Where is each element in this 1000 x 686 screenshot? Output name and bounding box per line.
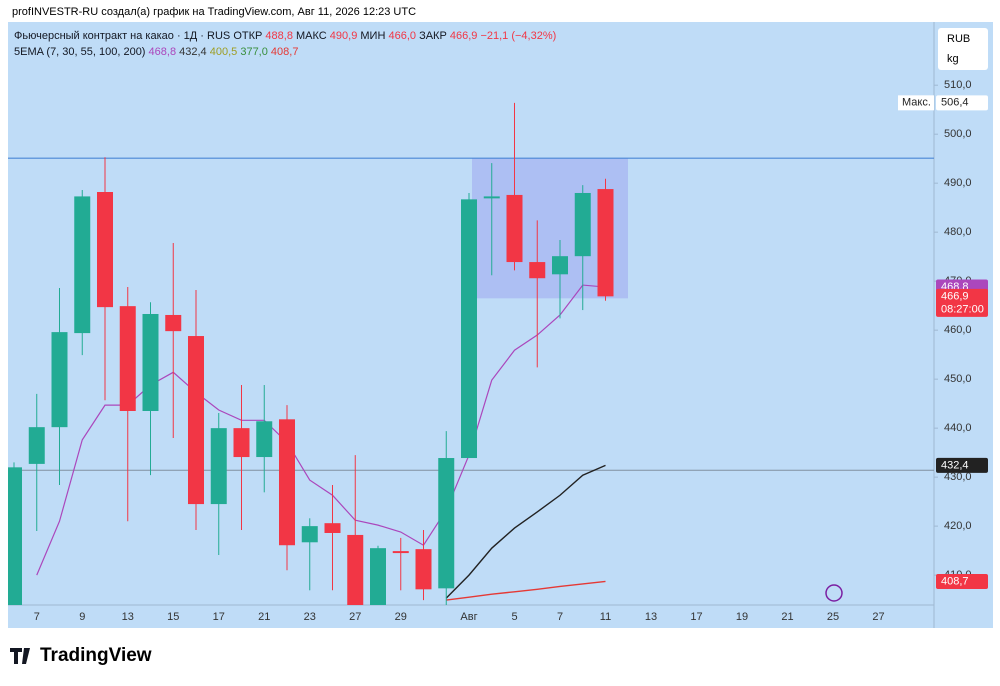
y-tick-label: 510,0: [944, 79, 972, 91]
legend-item: 432,4: [179, 46, 207, 58]
price-tag-label: 466,9: [941, 290, 969, 302]
x-tick-label: 13: [122, 611, 134, 623]
unit: kg: [947, 53, 959, 65]
candle-body: [552, 256, 568, 275]
legend-line: Фьючерсный контракт на какао · 1Д · RUS …: [14, 30, 556, 42]
currency: RUB: [947, 33, 970, 45]
price-tag-label: 408,7: [941, 575, 969, 587]
x-tick-label: 27: [349, 611, 361, 623]
candle-body: [142, 313, 159, 411]
x-tick-label: 15: [167, 611, 179, 623]
price-tag-label: 506,4: [941, 97, 969, 109]
price-tag: [936, 457, 988, 473]
x-tick-label: 7: [34, 611, 40, 623]
brand: TradingView: [40, 645, 152, 666]
candle-body: [529, 262, 546, 279]
x-tick-label: 7: [557, 611, 563, 623]
candle-body: [506, 194, 523, 263]
candle-body: [74, 196, 91, 334]
legend-item: 466,9: [450, 30, 478, 42]
candle-body: [483, 196, 500, 199]
candle-body: [28, 427, 45, 464]
candle-body: [279, 419, 295, 546]
candle-body: [301, 526, 318, 543]
logo: [10, 648, 30, 664]
legend-item: ОТКР: [233, 30, 262, 42]
candle-body: [574, 192, 591, 257]
candle-body: [233, 428, 250, 458]
candle-body: [119, 306, 136, 411]
y-tick-label: 500,0: [944, 128, 972, 140]
x-tick-label: 19: [736, 611, 748, 623]
x-tick-label: 11: [600, 611, 611, 623]
legend-item: МАКС: [296, 30, 327, 42]
y-tick-label: 490,0: [944, 177, 972, 189]
candle-body: [97, 192, 113, 308]
price-tag-sub: 08:27:00: [941, 303, 984, 315]
header: profINVESTR-RU создал(а) график на Tradi…: [12, 6, 416, 18]
candle-body: [256, 421, 273, 458]
x-tick-label: 21: [258, 611, 270, 623]
candle-body: [8, 467, 22, 605]
legend-item: 490,9: [330, 30, 358, 42]
x-tick-label: 29: [395, 611, 407, 623]
legend-item: Фьючерсный контракт на какао · 1Д · RUS: [14, 30, 230, 42]
x-tick-label: 21: [781, 611, 793, 623]
x-tick-label: 17: [690, 611, 702, 623]
legend-item: 408,7: [271, 46, 299, 58]
x-tick-label: 5: [511, 611, 517, 623]
candle-body: [370, 548, 386, 605]
x-tick-label: 13: [645, 611, 657, 623]
x-tick-label: Авг: [460, 611, 477, 623]
ema-line: [445, 464, 606, 599]
legend-item: −21,1 (−4,32%): [480, 30, 556, 42]
candle-body: [165, 314, 182, 332]
candle-body: [415, 549, 432, 590]
y-tick-label: 450,0: [944, 373, 972, 385]
legend-item: 488,8: [265, 30, 293, 42]
ema-line: [446, 580, 606, 601]
x-tick-label: 27: [872, 611, 884, 623]
x-tick-label: 23: [304, 611, 316, 623]
legend-item: 468,8: [149, 46, 177, 58]
legend-item: 400,5: [210, 46, 238, 58]
x-tick-label: 9: [79, 611, 85, 623]
event-icon[interactable]: [825, 584, 843, 602]
price-tag: [936, 95, 988, 111]
legend-item: 377,0: [240, 46, 268, 58]
candle-body: [438, 458, 455, 589]
price-tag: [936, 288, 988, 317]
candle-body: [324, 523, 341, 533]
legend-item: МИН: [360, 30, 385, 42]
y-tick-label: 430,0: [944, 471, 972, 483]
legend-item: ЗАКР: [419, 30, 447, 42]
price-tag: [936, 573, 988, 589]
price-tag-label: 432,4: [941, 459, 969, 471]
x-tick-label: 25: [827, 611, 839, 623]
candle-body: [188, 336, 204, 505]
x-tick-label: 17: [213, 611, 225, 623]
candle-body: [210, 428, 227, 505]
y-tick-label: 460,0: [944, 324, 972, 336]
candle-body: [597, 189, 614, 297]
max-label: Макс.: [902, 97, 931, 109]
candle-body: [51, 332, 68, 428]
legend-line: 5EMA (7, 30, 55, 100, 200) 468,8 432,4 4…: [14, 46, 298, 58]
y-tick-label: 440,0: [944, 422, 972, 434]
legend-item: 466,0: [388, 30, 416, 42]
legend: Фьючерсный контракт на какао · 1Д · RUS …: [14, 30, 556, 58]
legend-item: 5EMA (7, 30, 55, 100, 200): [14, 46, 145, 58]
y-tick-label: 420,0: [944, 520, 972, 532]
max-tag: [898, 95, 934, 111]
candle-body: [461, 199, 477, 459]
y-tick-label: 480,0: [944, 226, 972, 238]
candle-body: [347, 534, 364, 605]
unit-box: [938, 28, 988, 70]
candle-body: [392, 551, 409, 554]
